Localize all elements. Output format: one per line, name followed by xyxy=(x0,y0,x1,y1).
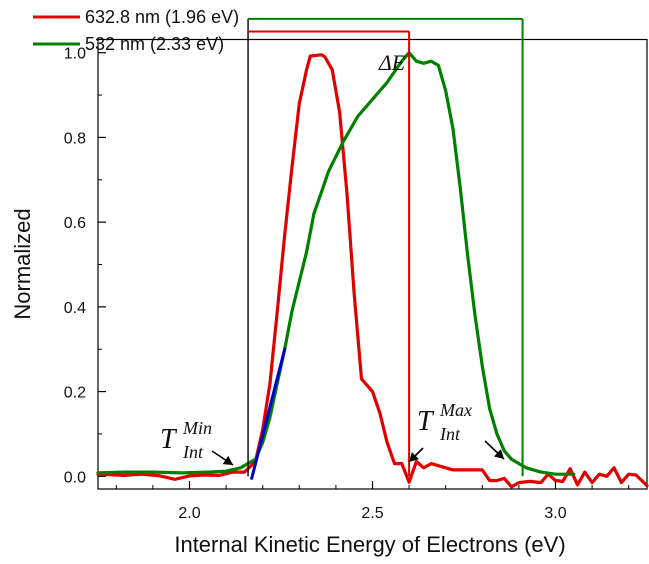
x-tick-label: 2.0 xyxy=(178,505,200,522)
threshold-fit-line xyxy=(250,347,287,480)
t_max-superscript: Max xyxy=(439,400,472,420)
t_min-subscript: Int xyxy=(182,442,204,462)
delta-e-label: ΔE xyxy=(378,50,406,75)
t_max-subscript: Int xyxy=(439,424,461,444)
y-tick-label: 0.8 xyxy=(64,130,86,147)
t_max-label: T Max Int xyxy=(417,400,472,444)
y-tick-label: 0.4 xyxy=(64,300,86,317)
y-tick-label: 0.6 xyxy=(64,215,86,232)
t-max-arrow-right-head xyxy=(494,449,504,459)
series-line-2 xyxy=(96,51,576,476)
y-tick-label: 0.0 xyxy=(64,469,86,486)
x-tick-label: 2.5 xyxy=(361,505,383,522)
legend-label-1: 632.8 nm (1.96 eV) xyxy=(85,7,239,27)
y-tick-label: 1.0 xyxy=(64,46,86,63)
t-min-arrow-head xyxy=(222,455,233,465)
plot-frame xyxy=(97,38,648,490)
series-line-1 xyxy=(96,53,649,489)
x-tick-label: 3.0 xyxy=(544,505,566,522)
t_min-base: T xyxy=(160,424,178,455)
legend-label-2: 532 nm (2.33 eV) xyxy=(85,34,224,54)
t-max-arrow-left-head xyxy=(409,452,419,462)
t_min-label: T Min Int xyxy=(160,418,212,462)
x-axis-label: Internal Kinetic Energy of Electrons (eV… xyxy=(174,532,565,557)
t_min-superscript: Min xyxy=(182,418,212,438)
y-tick-label: 0.2 xyxy=(64,385,86,402)
t_max-base: T xyxy=(417,406,435,437)
y-axis-label: Normalized xyxy=(10,208,35,319)
